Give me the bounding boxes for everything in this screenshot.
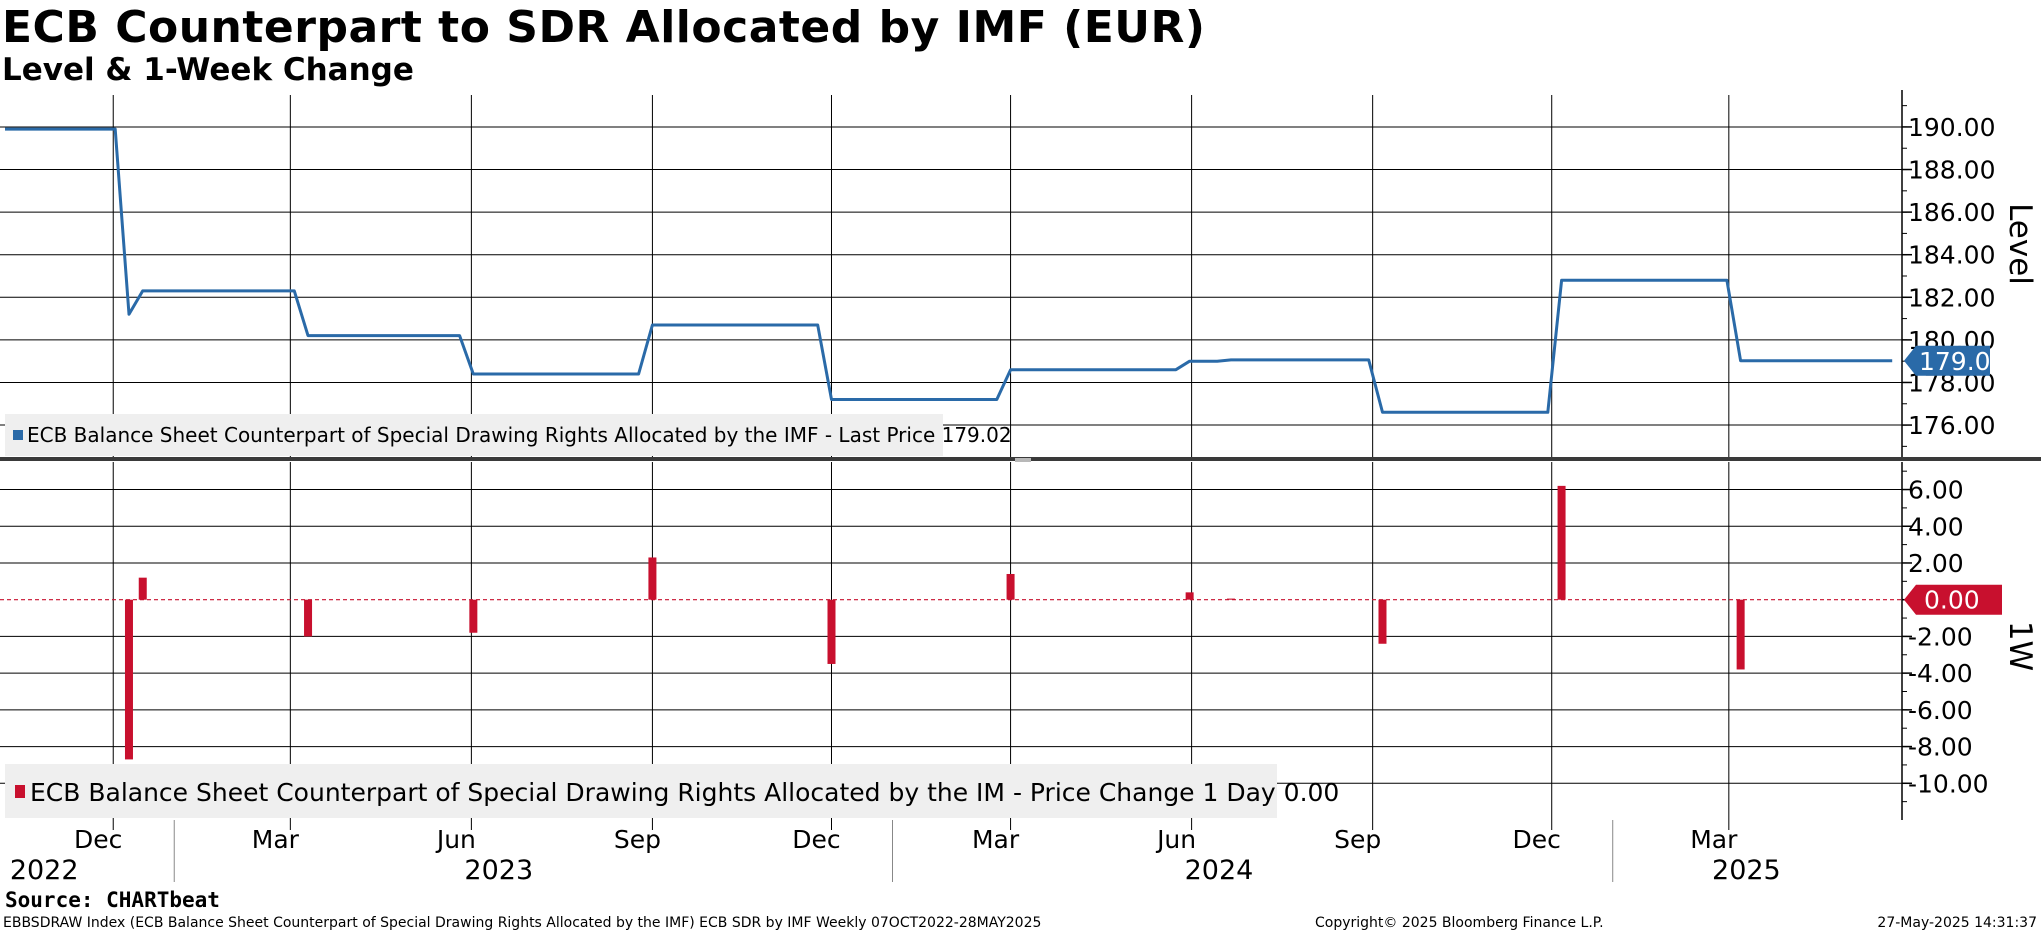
x-month-label: Sep — [1334, 825, 1381, 854]
footer-timestamp: 27-May-2025 14:31:37 — [1877, 915, 2037, 931]
bottom-ytick-label: 2.00 — [1908, 549, 1964, 578]
bottom-ytick-label: 6.00 — [1908, 476, 1964, 505]
top-ytick-label: 190.00 — [1908, 113, 1995, 142]
change-bar — [304, 599, 313, 637]
x-year-label: 2024 — [1185, 855, 1254, 886]
footer-ticker-description: EBBSDRAW Index (ECB Balance Sheet Counte… — [3, 915, 1042, 931]
footer-copyright: Copyright© 2025 Bloomberg Finance L.P. — [1315, 915, 1604, 931]
x-month-label: Mar — [972, 825, 1020, 854]
top-legend-box — [5, 414, 943, 456]
bottom-legend-box — [5, 764, 1277, 818]
change-bar — [1557, 485, 1566, 600]
x-year-label: 2025 — [1712, 855, 1781, 886]
bottom-ytick-label: -4.00 — [1908, 659, 1973, 688]
change-bar — [1736, 599, 1745, 670]
top-ytick-label: 184.00 — [1908, 241, 1995, 270]
top-legend-label: ECB Balance Sheet Counterpart of Special… — [27, 423, 1012, 447]
change-bar — [1378, 599, 1387, 644]
bottom-legend-label: ECB Balance Sheet Counterpart of Special… — [30, 778, 1339, 807]
chart-subtitle: Level & 1-Week Change — [2, 52, 414, 88]
x-month-label: Mar — [252, 825, 300, 854]
x-month-label: Sep — [614, 825, 661, 854]
x-month-label: Mar — [1690, 825, 1738, 854]
x-month-label: Jun — [435, 825, 476, 854]
chart-canvas: 176.00178.00180.00182.00184.00186.00188.… — [0, 90, 2041, 886]
change-bar — [1185, 592, 1194, 600]
level-last-value-tag — [1904, 345, 1990, 376]
change-bar — [827, 599, 836, 664]
x-month-label: Dec — [74, 825, 122, 854]
chart-title: ECB Counterpart to SDR Allocated by IMF … — [2, 2, 1206, 53]
change-last-value-label: 0.00 — [1924, 586, 1980, 615]
source-note: Source: CHARTbeat — [5, 888, 220, 912]
x-year-label: 2022 — [10, 855, 79, 886]
change-bar — [469, 599, 478, 633]
bottom-ytick-label: -8.00 — [1908, 733, 1973, 762]
top-ytick-label: 182.00 — [1908, 283, 1995, 312]
top-ytick-label: 186.00 — [1908, 198, 1995, 227]
change-bar — [124, 599, 133, 760]
change-bar — [1006, 573, 1015, 600]
bottom-legend-swatch — [15, 785, 25, 798]
bottom-ytick-label: -2.00 — [1908, 622, 1973, 651]
x-month-label: Dec — [1513, 825, 1561, 854]
top-y-axis-title: Level — [2002, 203, 2038, 285]
x-month-label: Jun — [1155, 825, 1196, 854]
level-last-value-label: 179.02 — [1919, 347, 2006, 376]
x-month-label: Dec — [792, 825, 840, 854]
top-legend-swatch — [13, 430, 23, 440]
bottom-ytick-label: -6.00 — [1908, 696, 1973, 725]
change-last-value-tag — [1904, 584, 2002, 615]
bottom-ytick-label: -10.00 — [1908, 769, 1989, 798]
bottom-ytick-label: 4.00 — [1908, 512, 1964, 541]
top-ytick-label: 188.00 — [1908, 156, 1995, 185]
panel-splitter-handle — [1015, 458, 1031, 462]
change-bar — [648, 557, 657, 600]
top-ytick-label: 176.00 — [1908, 411, 1995, 440]
level-series-line — [5, 127, 1893, 414]
change-bar — [138, 577, 147, 600]
change-bar — [1226, 598, 1235, 600]
bottom-y-axis-title: 1W — [2002, 621, 2038, 671]
x-year-label: 2023 — [464, 855, 533, 886]
